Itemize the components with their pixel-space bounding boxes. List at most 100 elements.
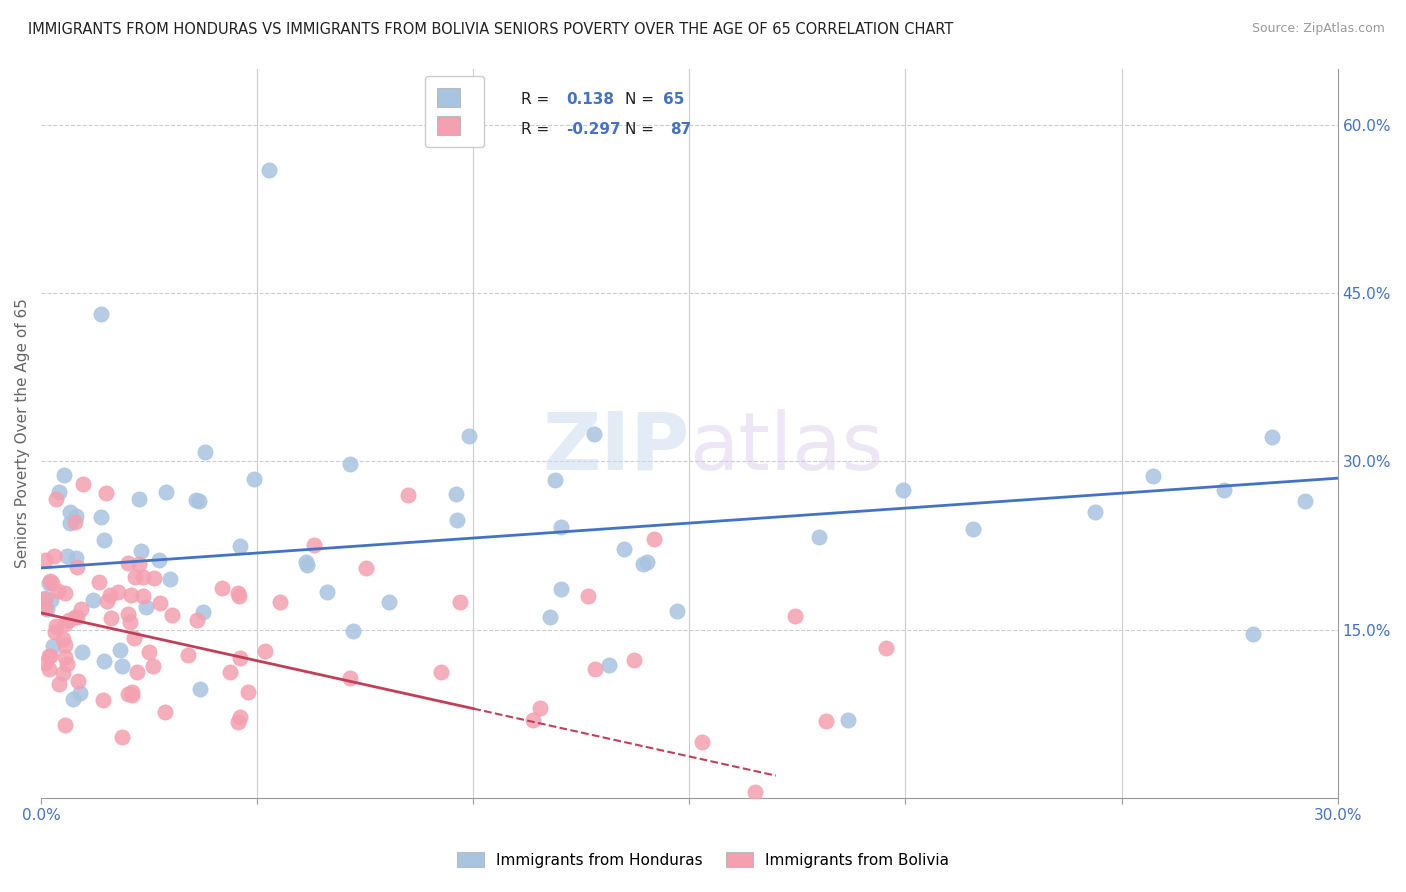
Point [41,575,63,590]
Point [544,473,567,487]
Point [643,532,665,546]
Point [117,607,139,622]
Point [149,597,172,611]
Point [63,515,86,529]
Point [342,624,364,638]
Point [458,428,481,442]
Point [45,492,67,507]
Point [52,665,75,680]
Point [59,505,82,519]
Point [53,718,76,732]
Point [191,605,214,619]
Point [623,653,645,667]
Point [120,588,142,602]
Point [837,713,859,727]
Point [38,648,60,663]
Point [449,595,471,609]
Point [42,639,65,653]
Point [522,714,544,728]
Point [155,484,177,499]
Point [53,617,76,632]
Point [91,693,114,707]
Point [107,585,129,599]
Text: IMMIGRANTS FROM HONDURAS VS IMMIGRANTS FROM BOLIVIA SENIORS POVERTY OVER THE AGE: IMMIGRANTS FROM HONDURAS VS IMMIGRANTS F… [28,22,953,37]
Point [226,714,249,729]
Point [48,485,70,500]
Point [550,520,572,534]
Point [45,619,67,633]
Point [38,574,60,588]
Point [38,662,60,676]
Point [37,601,59,615]
Point [63,610,86,624]
Point [187,493,209,508]
Point [744,785,766,799]
Point [188,681,211,696]
Point [44,624,66,639]
Text: 0.138: 0.138 [567,92,614,107]
Point [34,591,56,606]
Point [65,509,87,524]
Point [96,594,118,608]
Point [446,513,468,527]
Text: N =: N = [624,122,654,136]
Point [66,610,89,624]
Point [444,487,467,501]
Text: 65: 65 [664,92,685,107]
Point [529,701,551,715]
Point [583,662,606,676]
Point [148,553,170,567]
Point [34,552,56,566]
Point [93,533,115,547]
Point [1142,468,1164,483]
Point [236,685,259,699]
Point [89,575,111,590]
Point [211,581,233,595]
Legend: Immigrants from Honduras, Immigrants from Bolivia: Immigrants from Honduras, Immigrants fro… [449,844,957,875]
Point [67,674,90,689]
Point [121,688,143,702]
Point [135,599,157,614]
Point [229,651,252,665]
Point [226,586,249,600]
Point [430,665,453,679]
Point [131,589,153,603]
Point [631,557,654,571]
Point [58,613,80,627]
Point [52,467,75,482]
Point [1294,494,1316,508]
Point [1241,626,1264,640]
Point [46,583,69,598]
Point [295,558,318,573]
Point [34,591,56,606]
Point [598,657,620,672]
Point [229,540,252,554]
Point [90,509,112,524]
Point [666,604,689,618]
Point [131,544,153,558]
Point [550,582,572,597]
Point [39,649,62,664]
Point [1213,483,1236,498]
Point [153,705,176,719]
Point [72,645,94,659]
Point [783,608,806,623]
Point [56,549,79,563]
Point [124,570,146,584]
Point [124,631,146,645]
Point [34,601,56,615]
Y-axis label: Seniors Poverty Over the Age of 65: Seniors Poverty Over the Age of 65 [15,298,30,568]
Point [243,472,266,486]
Point [128,492,150,507]
Point [339,671,361,685]
Point [108,643,131,657]
Point [117,556,139,570]
Point [128,557,150,571]
Point [613,541,636,556]
Point [315,585,337,599]
Point [98,588,121,602]
Point [253,643,276,657]
Point [72,476,94,491]
Point [96,485,118,500]
Point [295,555,318,569]
